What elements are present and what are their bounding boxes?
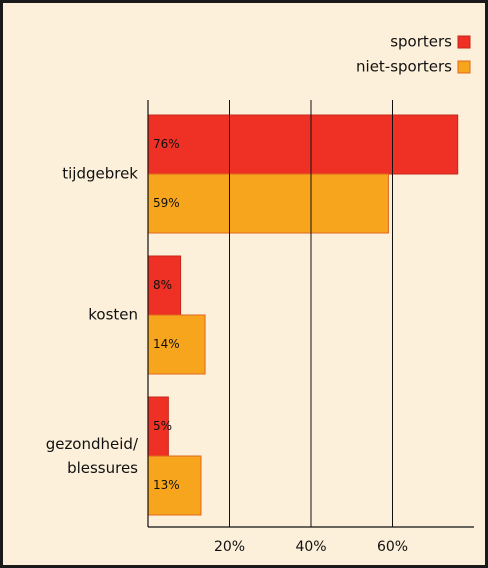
value-label: 59% [153, 196, 180, 210]
value-label: 14% [153, 337, 180, 351]
x-tick-label: 20% [214, 539, 245, 555]
category-label: tijdgebrek [62, 165, 138, 183]
bar [147, 173, 389, 234]
value-label: 8% [153, 278, 172, 292]
category-label: gezondheid/blessures [46, 435, 139, 477]
value-label: 76% [153, 137, 180, 151]
x-tick-label: 60% [377, 539, 408, 555]
bar [147, 455, 202, 516]
category-label: kosten [88, 306, 138, 324]
bar [147, 314, 206, 375]
legend-swatch [457, 60, 471, 74]
legend-swatch [457, 35, 471, 49]
value-label: 5% [153, 419, 172, 433]
x-tick-label: 40% [295, 539, 326, 555]
legend-label: sporters [390, 33, 452, 51]
bar [147, 114, 459, 175]
legend-label: niet-sporters [356, 58, 452, 76]
value-label: 13% [153, 478, 180, 492]
